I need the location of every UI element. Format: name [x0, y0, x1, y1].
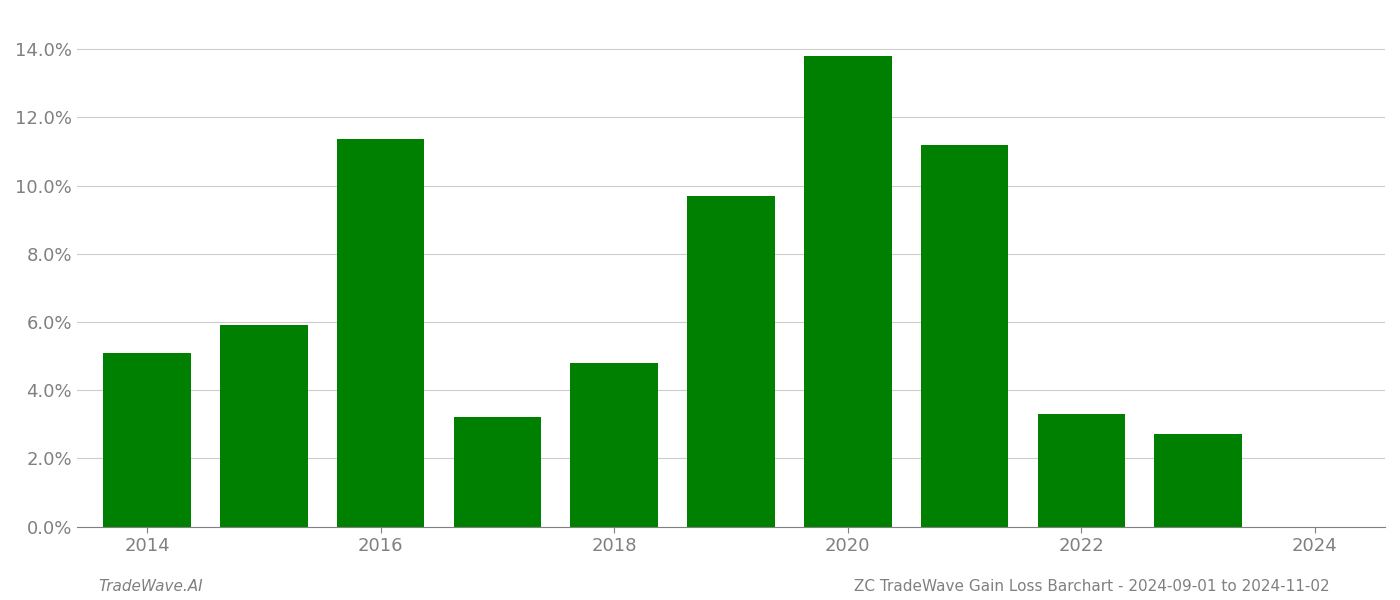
Bar [337, 139, 424, 527]
Bar [454, 418, 542, 527]
Bar [570, 363, 658, 527]
Bar [921, 145, 1008, 527]
Bar [804, 56, 892, 527]
Bar [220, 325, 308, 527]
Bar [1037, 414, 1126, 527]
Text: ZC TradeWave Gain Loss Barchart - 2024-09-01 to 2024-11-02: ZC TradeWave Gain Loss Barchart - 2024-0… [854, 579, 1330, 594]
Bar [1155, 434, 1242, 527]
Text: TradeWave.AI: TradeWave.AI [98, 579, 203, 594]
Bar [687, 196, 774, 527]
Bar [104, 353, 190, 527]
